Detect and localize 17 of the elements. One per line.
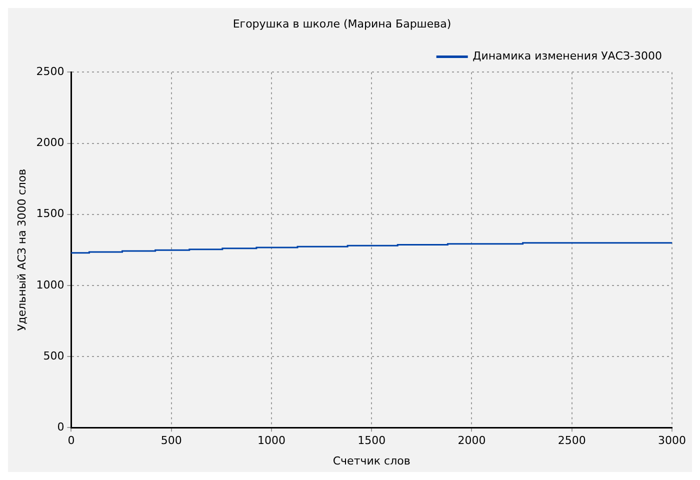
x-tick-label: 1500 xyxy=(358,434,386,448)
y-tick-label: 0 xyxy=(57,420,64,434)
x-tick-label: 2500 xyxy=(558,434,586,448)
y-tick-label: 2500 xyxy=(36,65,64,78)
y-tick-label: 1000 xyxy=(36,278,64,292)
y-tick-label: 1500 xyxy=(36,207,64,220)
chart-title: Егорушка в школе (Марина Баршева) xyxy=(232,17,452,30)
y-tick-label: 2000 xyxy=(36,136,64,150)
x-tick-label: 2000 xyxy=(458,434,486,448)
x-axis-title: Счетчик слов xyxy=(332,454,410,468)
x-tick-label: 3000 xyxy=(658,434,686,448)
x-tick-label: 0 xyxy=(68,434,75,448)
y-tick-label: 500 xyxy=(43,349,64,362)
x-tick-label: 1000 xyxy=(257,434,286,448)
y-axis-title: Удельный АСЗ на 3000 слов xyxy=(15,168,28,331)
legend-label: Динамика изменения УАСЗ-3000 xyxy=(472,50,662,63)
x-tick-label: 500 xyxy=(160,434,182,448)
